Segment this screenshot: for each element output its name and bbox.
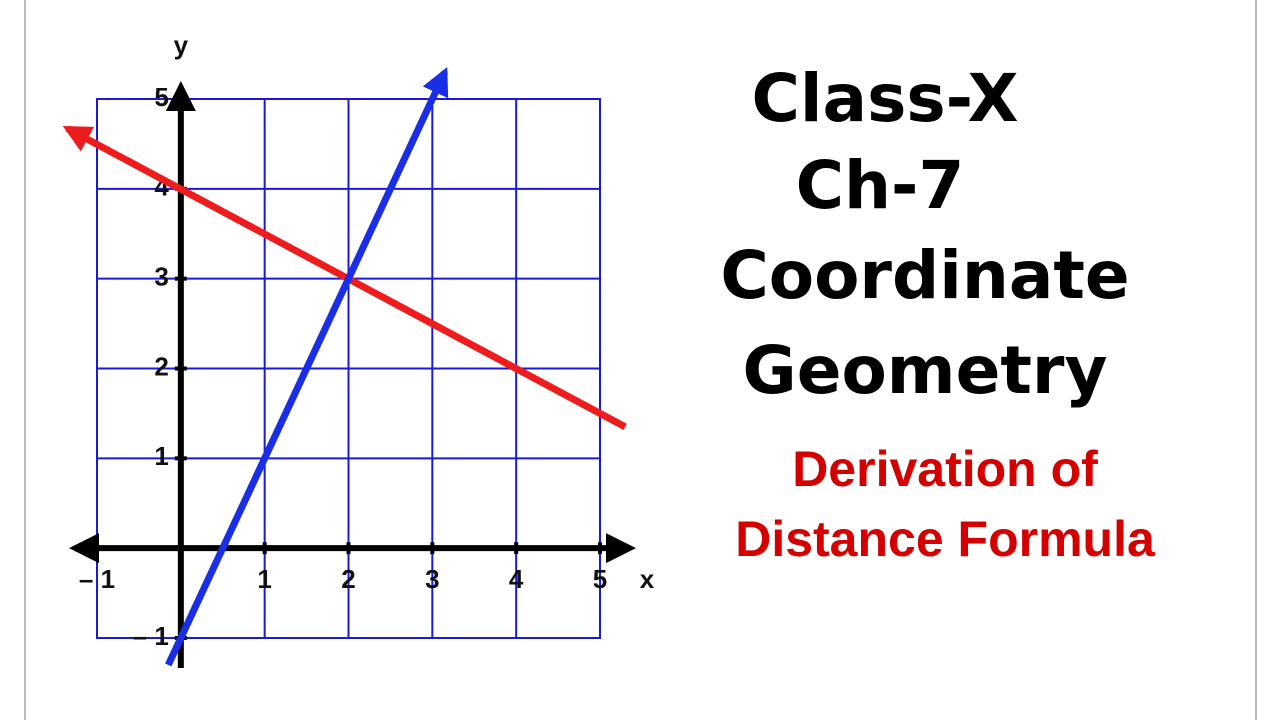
y-tick-label: – 1 bbox=[133, 621, 169, 651]
x-tick-label: 2 bbox=[341, 564, 355, 594]
heading: Ch-7 bbox=[796, 147, 965, 224]
x-axis-label: x bbox=[640, 564, 655, 594]
heading: Class-X bbox=[751, 60, 1018, 137]
subheading: Distance Formula bbox=[735, 511, 1156, 567]
y-tick-label: 5 bbox=[154, 82, 168, 112]
x-tick-label: 4 bbox=[509, 564, 524, 594]
y-axis-label: y bbox=[174, 30, 189, 60]
line bbox=[165, 66, 449, 667]
x-tick-label: 1 bbox=[257, 564, 271, 594]
heading: Coordinate bbox=[720, 237, 1129, 314]
y-tick-label: 3 bbox=[154, 262, 168, 292]
x-tick-label: 3 bbox=[425, 564, 439, 594]
y-tick-label: 1 bbox=[154, 441, 168, 471]
y-tick-label: 2 bbox=[154, 351, 168, 381]
subheading: Derivation of bbox=[792, 441, 1098, 497]
x-tick-label: 5 bbox=[593, 564, 607, 594]
heading: Geometry bbox=[743, 332, 1108, 409]
x-tick-label: – 1 bbox=[79, 564, 115, 594]
